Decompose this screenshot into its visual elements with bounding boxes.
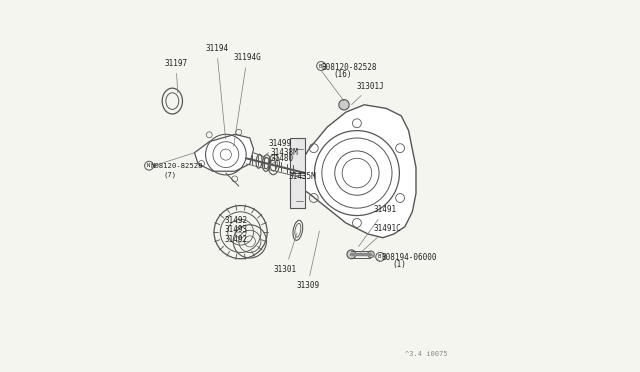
- Text: B: B: [378, 254, 381, 259]
- Text: 31492: 31492: [224, 235, 247, 244]
- Text: ^3.4 i0075: ^3.4 i0075: [405, 351, 447, 357]
- Text: 31301: 31301: [274, 233, 297, 273]
- Text: 31197: 31197: [164, 59, 188, 93]
- Text: 31491C: 31491C: [361, 224, 401, 253]
- Circle shape: [339, 100, 349, 110]
- Text: B: B: [318, 64, 322, 68]
- Text: 31491: 31491: [358, 205, 397, 247]
- Text: 31309: 31309: [296, 231, 319, 290]
- Polygon shape: [291, 105, 416, 238]
- Text: 31499: 31499: [261, 139, 291, 158]
- Text: 31493: 31493: [224, 225, 247, 234]
- Text: B08120-82528: B08120-82528: [322, 63, 378, 72]
- Circle shape: [347, 250, 356, 259]
- Text: 31194: 31194: [205, 44, 228, 139]
- Text: 31301J: 31301J: [351, 82, 385, 105]
- Text: B08194-06000: B08194-06000: [381, 253, 436, 262]
- Text: (7): (7): [163, 172, 176, 178]
- Text: 31194G: 31194G: [233, 53, 261, 146]
- Text: 31480: 31480: [270, 154, 293, 163]
- Polygon shape: [291, 138, 305, 208]
- Text: N: N: [147, 163, 150, 168]
- Text: 31492: 31492: [224, 216, 247, 225]
- Text: N08120-82528: N08120-82528: [150, 163, 203, 169]
- Circle shape: [367, 251, 374, 258]
- Text: 31438M: 31438M: [270, 148, 298, 157]
- Text: 31435M: 31435M: [283, 171, 316, 181]
- Polygon shape: [195, 134, 253, 171]
- Text: (16): (16): [333, 70, 351, 79]
- Text: (1): (1): [392, 260, 406, 269]
